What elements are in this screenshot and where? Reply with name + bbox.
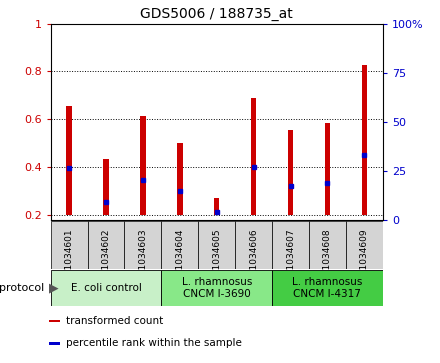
Text: GSM1034601: GSM1034601 — [65, 229, 73, 289]
Text: GSM1034608: GSM1034608 — [323, 229, 332, 289]
Bar — [198, 221, 235, 269]
Bar — [214, 198, 220, 215]
Bar — [161, 221, 198, 269]
Bar — [346, 221, 383, 269]
Bar — [125, 221, 161, 269]
Text: L. rhamnosus
CNCM I-4317: L. rhamnosus CNCM I-4317 — [292, 277, 363, 299]
Bar — [272, 270, 383, 306]
Text: GSM1034605: GSM1034605 — [212, 229, 221, 289]
Title: GDS5006 / 188735_at: GDS5006 / 188735_at — [140, 7, 293, 21]
Bar — [177, 143, 183, 215]
Bar — [309, 221, 346, 269]
Bar — [49, 342, 60, 344]
Text: GSM1034607: GSM1034607 — [286, 229, 295, 289]
Bar — [88, 221, 125, 269]
Text: L. rhamnosus
CNCM I-3690: L. rhamnosus CNCM I-3690 — [182, 277, 252, 299]
Text: percentile rank within the sample: percentile rank within the sample — [66, 338, 242, 348]
Bar — [325, 123, 330, 215]
Bar — [49, 319, 60, 322]
Bar — [51, 221, 88, 269]
Text: GSM1034602: GSM1034602 — [102, 229, 110, 289]
Bar — [272, 221, 309, 269]
Text: GSM1034603: GSM1034603 — [138, 229, 147, 289]
Bar — [235, 221, 272, 269]
Bar — [362, 65, 367, 215]
Text: GSM1034609: GSM1034609 — [360, 229, 369, 289]
Bar — [51, 270, 161, 306]
Text: protocol: protocol — [0, 283, 44, 293]
Bar — [288, 130, 293, 215]
Bar — [251, 98, 257, 215]
Text: GSM1034606: GSM1034606 — [249, 229, 258, 289]
Bar — [140, 116, 146, 215]
Text: E. coli control: E. coli control — [70, 283, 141, 293]
Text: GSM1034604: GSM1034604 — [175, 229, 184, 289]
Bar — [103, 159, 109, 215]
Bar — [161, 270, 272, 306]
Bar — [66, 106, 72, 215]
Text: ▶: ▶ — [49, 281, 59, 294]
Text: transformed count: transformed count — [66, 316, 163, 326]
